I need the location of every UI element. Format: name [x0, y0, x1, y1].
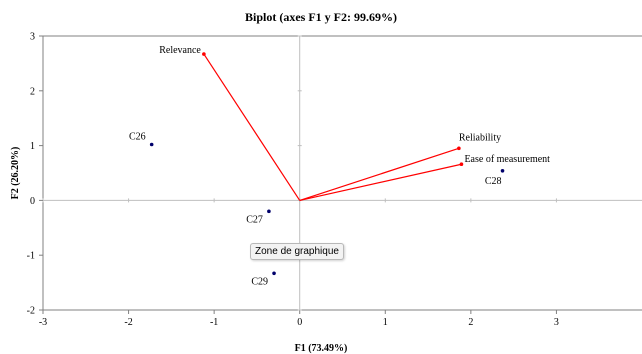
- variable-vector: [299, 147, 460, 201]
- variable-point: [202, 52, 206, 56]
- variable-point: [457, 146, 461, 151]
- observation-point: [267, 209, 271, 214]
- variable-label: Ease of measurement: [464, 154, 550, 165]
- plot-area[interactable]: -3 -2 -1 0 1 2 3 -2 -1 0 1 2 3 Relevance Reliability Ea…: [27, 32, 642, 329]
- observation-label: C28: [485, 176, 502, 187]
- variable-vector: [203, 53, 301, 201]
- y-tick-label: 2: [30, 86, 35, 97]
- x-tick-label: -3: [39, 317, 47, 328]
- y-tick-label: -1: [27, 251, 35, 262]
- variable-label: Relevance: [159, 45, 201, 56]
- y-tick-label: 3: [30, 32, 35, 43]
- y-tick-label: 0: [30, 196, 35, 207]
- observation-label: C29: [251, 276, 268, 287]
- x-tick-label: 2: [468, 317, 473, 328]
- x-tick-label: -2: [124, 317, 132, 328]
- observation-point: [272, 271, 276, 276]
- observation-label: C26: [129, 132, 146, 143]
- variable-point: [459, 162, 464, 167]
- y-tick-label: 1: [30, 141, 35, 152]
- x-tick-label: 3: [554, 317, 559, 328]
- chart-area-tooltip: Zone de graphique: [250, 243, 344, 260]
- observation-point: [149, 142, 154, 147]
- x-tick-label: 1: [383, 317, 388, 328]
- variable-vector: [299, 163, 462, 201]
- x-axis-label: F1 (73.49%): [295, 343, 348, 354]
- y-tick-label: -2: [27, 306, 35, 317]
- y-axis-label: F2 (26.20%): [10, 147, 21, 200]
- x-tick-label: 0: [297, 317, 302, 328]
- x-tick-label: -1: [210, 317, 218, 328]
- variable-label: Reliability: [459, 132, 501, 143]
- observation-label: C27: [246, 214, 263, 225]
- chart-title: Biplot (axes F1 y F2: 99.69%): [245, 10, 397, 24]
- observation-point: [500, 169, 505, 173]
